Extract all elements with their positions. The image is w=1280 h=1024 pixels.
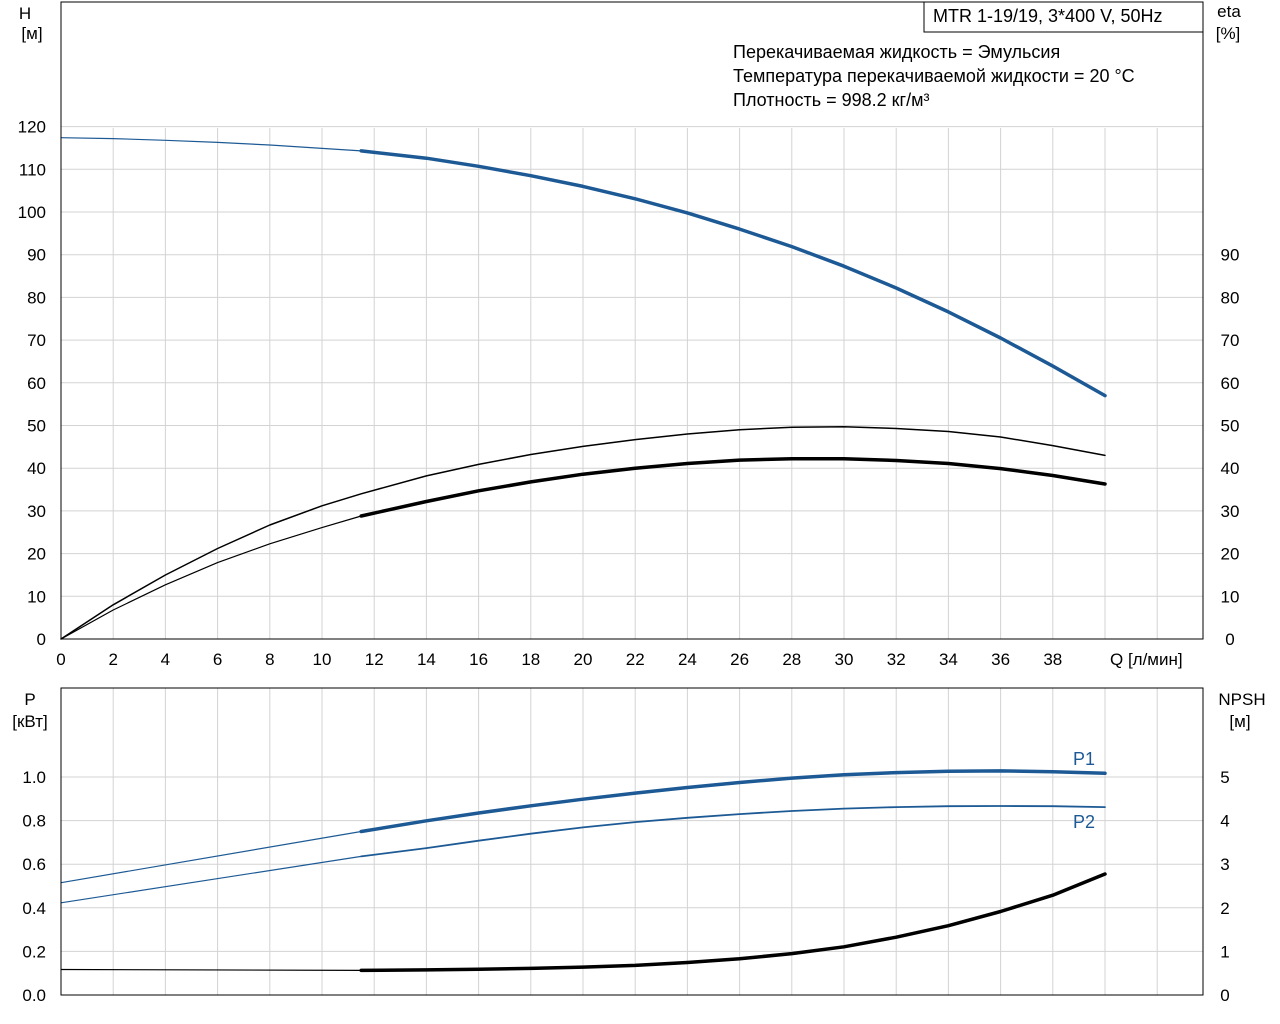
eta-tick-label: 0: [1225, 630, 1234, 649]
top-curve: [60, 137, 362, 152]
npsh-tick-label: 5: [1220, 768, 1229, 787]
h-tick-label: 120: [18, 118, 46, 137]
h-tick-label: 10: [27, 587, 46, 606]
eta-tick-label: 90: [1221, 246, 1240, 265]
info-fluid: Перекачиваемая жидкость = Эмульсия: [733, 42, 1060, 62]
eta-tick-label: 70: [1221, 331, 1240, 350]
npsh-tick-label: 0: [1220, 986, 1229, 1005]
bottom-curve: [360, 805, 1106, 858]
h-axis-unit: [м]: [21, 24, 42, 43]
bottom-curve: [359, 872, 1107, 973]
x-tick-label: 0: [56, 650, 65, 669]
eta-tick-label: 50: [1221, 417, 1240, 436]
h-tick-label: 80: [27, 288, 46, 307]
eta-axis-unit: [%]: [1216, 24, 1241, 43]
h-tick-label: 60: [27, 374, 46, 393]
eta-tick-label: 40: [1221, 459, 1240, 478]
top-chart-grid: [60, 126, 1203, 640]
x-tick-label: 32: [887, 650, 906, 669]
eta-tick-label: 30: [1221, 502, 1240, 521]
npsh-axis-label: NPSH: [1218, 690, 1265, 709]
title-box: [923, 1, 1204, 33]
x-tick-label: 4: [161, 650, 170, 669]
npsh-tick-label: 4: [1220, 812, 1229, 831]
top-curve: [359, 457, 1107, 518]
p-tick-label: 0.2: [22, 942, 46, 961]
x-tick-label: 38: [1043, 650, 1062, 669]
x-tick-label: 34: [939, 650, 958, 669]
p2-label: P2: [1073, 812, 1095, 832]
top-curve: [359, 149, 1107, 398]
top-curve: [60, 515, 362, 640]
h-tick-label: 20: [27, 545, 46, 564]
eta-tick-label: 80: [1221, 288, 1240, 307]
p1-label: P1: [1073, 749, 1095, 769]
p-tick-label: 1.0: [22, 768, 46, 787]
x-tick-label: 8: [265, 650, 274, 669]
p-tick-label: 0.6: [22, 855, 46, 874]
bottom-curve: [60, 968, 362, 971]
x-tick-label: 36: [991, 650, 1010, 669]
x-tick-label: 10: [313, 650, 332, 669]
eta-tick-label: 20: [1221, 545, 1240, 564]
h-tick-label: 0: [37, 630, 46, 649]
p-axis-label: P: [24, 690, 35, 709]
eta-tick-label: 60: [1221, 374, 1240, 393]
x-tick-label: 14: [417, 650, 436, 669]
eta-axis-label: eta: [1217, 2, 1241, 21]
x-tick-label: 30: [835, 650, 854, 669]
h-tick-label: 90: [27, 246, 46, 265]
h-axis-label: H: [19, 4, 31, 23]
x-tick-label: 2: [108, 650, 117, 669]
x-tick-label: 24: [678, 650, 697, 669]
info-background: [726, 36, 1200, 114]
tick-labels: 0 2 4 6 8 10 12 14 16 18 20 22 24 26 28 30 32 34 36 3801020…: [18, 118, 1240, 1005]
x-tick-label: 16: [469, 650, 488, 669]
info-temperature: Температура перекачиваемой жидкости = 20…: [733, 66, 1135, 86]
top-chart-frame: [60, 1, 1204, 640]
h-tick-label: 30: [27, 502, 46, 521]
npsh-tick-label: 3: [1220, 855, 1229, 874]
p-tick-label: 0.4: [22, 899, 46, 918]
info-density: Плотность = 998.2 кг/м³: [733, 90, 929, 110]
npsh-axis-unit: [м]: [1229, 712, 1250, 731]
x-tick-label: 28: [782, 650, 801, 669]
p-tick-label: 0.8: [22, 812, 46, 831]
x-tick-label: 6: [213, 650, 222, 669]
chart-title: MTR 1-19/19, 3*400 V, 50Hz: [933, 6, 1162, 26]
h-tick-label: 100: [18, 203, 46, 222]
bottom-curve: [60, 855, 362, 904]
bottom-curve: [359, 769, 1107, 834]
x-tick-label: 12: [365, 650, 384, 669]
h-tick-label: 70: [27, 331, 46, 350]
top-curve: [60, 426, 1106, 640]
bottom-curve: [60, 830, 362, 884]
h-tick-label: 50: [27, 417, 46, 436]
npsh-tick-label: 2: [1220, 899, 1229, 918]
p-tick-label: 0.0: [22, 986, 46, 1005]
x-tick-label: 18: [521, 650, 540, 669]
h-tick-label: 40: [27, 459, 46, 478]
x-tick-label: 22: [626, 650, 645, 669]
q-axis-label: Q [л/мин]: [1110, 650, 1183, 669]
bottom-chart-grid: [60, 688, 1203, 996]
h-tick-label: 110: [19, 160, 46, 179]
eta-tick-label: 10: [1221, 587, 1240, 606]
p-axis-unit: [кВт]: [12, 712, 47, 731]
curves: [60, 137, 1107, 973]
bottom-chart-frame: [60, 687, 1204, 996]
x-tick-label: 26: [730, 650, 749, 669]
npsh-tick-label: 1: [1220, 942, 1229, 961]
x-tick-label: 20: [574, 650, 593, 669]
